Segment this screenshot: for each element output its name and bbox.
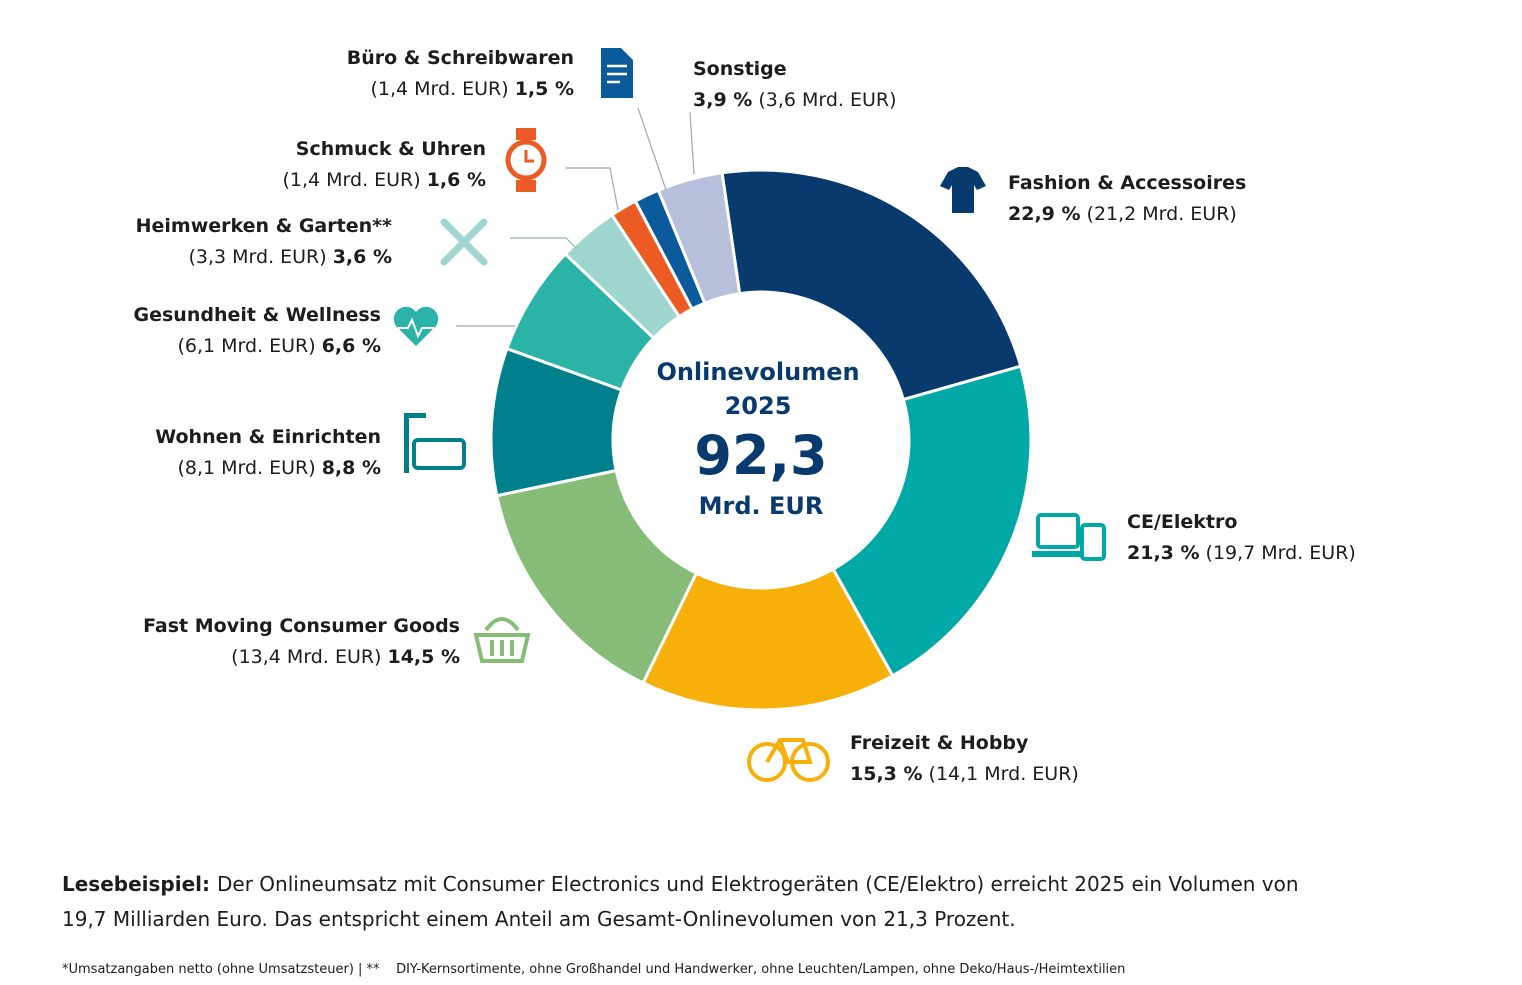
percent-label: 1,6 %: [427, 169, 486, 191]
volume-label: (13,4 Mrd. EUR): [231, 646, 381, 668]
volume-label: (21,2 Mrd. EUR): [1087, 203, 1237, 225]
category-label: Heimwerken & Garten**: [136, 215, 392, 237]
percent-label: 21,3 %: [1127, 542, 1200, 564]
value-label-line: (1,4 Mrd. EUR) 1,6 %: [282, 169, 486, 191]
icon-laptop: [1036, 513, 1080, 549]
percent-label: 15,3 %: [850, 763, 923, 785]
center-label: 2025: [725, 392, 792, 420]
percent-label: 3,9 %: [693, 89, 752, 111]
leader-line: [689, 111, 695, 175]
icon-heart-pulse: [398, 317, 434, 339]
donut: [489, 168, 1033, 712]
category-label: Büro & Schreibwaren: [347, 47, 574, 69]
percent-label: 8,8 %: [322, 457, 381, 479]
icon-sofa: [404, 413, 466, 473]
percent-label: 22,9 %: [1008, 203, 1081, 225]
icon-watch-band: [516, 180, 536, 192]
value-label-line: 21,3 % (19,7 Mrd. EUR): [1127, 542, 1356, 564]
center-unit: Mrd. EUR: [699, 492, 824, 520]
category-label: Sonstige: [693, 58, 787, 80]
category-label: CE/Elektro: [1127, 511, 1237, 533]
icon-shirt: [940, 167, 986, 213]
value-label-line: 15,3 % (14,1 Mrd. EUR): [850, 763, 1079, 785]
category-label: Fashion & Accessoires: [1008, 172, 1246, 194]
volume-label: (8,1 Mrd. EUR): [177, 457, 315, 479]
reading-example: Lesebeispiel: Der Onlineumsatz mit Consum…: [62, 872, 1299, 896]
icon-tablet: [1080, 523, 1106, 561]
icon-watch-band: [516, 128, 536, 140]
volume-label: (19,7 Mrd. EUR): [1206, 542, 1356, 564]
icon-tools: [440, 218, 488, 266]
icon-bike: [747, 738, 830, 782]
icons: [393, 48, 1106, 782]
icon-watch-hands: [524, 150, 534, 163]
value-label-line: 22,9 % (21,2 Mrd. EUR): [1008, 203, 1237, 225]
value-label-line: (3,3 Mrd. EUR) 3,6 %: [188, 246, 392, 268]
reading-example-text: 19,7 Milliarden Euro. Das entspricht ein…: [62, 907, 1016, 931]
leader-lines: [456, 107, 695, 327]
percent-label: 6,6 %: [322, 335, 381, 357]
icon-heart: [393, 306, 439, 346]
percent-label: 1,5 %: [515, 78, 574, 100]
volume-label: (14,1 Mrd. EUR): [929, 763, 1079, 785]
volume-label: (1,4 Mrd. EUR): [282, 169, 420, 191]
reading-example-lead: Lesebeispiel:: [62, 872, 210, 896]
slice: [831, 364, 1033, 678]
category-label: Wohnen & Einrichten: [155, 426, 381, 448]
leader-line: [566, 167, 619, 211]
volume-label: (6,1 Mrd. EUR): [177, 335, 315, 357]
volume-label: (3,6 Mrd. EUR): [758, 89, 896, 111]
center-label: Onlinevolumen: [656, 358, 859, 386]
value-label-line: (6,1 Mrd. EUR) 6,6 %: [177, 335, 381, 357]
category-label: Gesundheit & Wellness: [134, 304, 381, 326]
value-label-line: (8,1 Mrd. EUR) 8,8 %: [177, 457, 381, 479]
reading-example-text: Der Onlineumsatz mit Consumer Electronic…: [217, 872, 1299, 896]
leader-line: [637, 107, 667, 191]
slice: [720, 168, 1023, 402]
leader-line: [510, 237, 576, 248]
slice: [656, 171, 742, 306]
category-label: Schmuck & Uhren: [296, 138, 486, 160]
value-label-line: 3,9 % (3,6 Mrd. EUR): [693, 89, 897, 111]
icon-basket: [473, 617, 531, 663]
icon-laptop-base: [1032, 551, 1084, 557]
percent-label: 14,5 %: [387, 646, 460, 668]
percent-label: 3,6 %: [333, 246, 392, 268]
volume-label: (1,4 Mrd. EUR): [370, 78, 508, 100]
footnote: *Umsatzangaben netto (ohne Umsatzsteuer)…: [62, 962, 1125, 977]
value-label-line: (13,4 Mrd. EUR) 14,5 %: [231, 646, 460, 668]
center-total: 92,3: [694, 424, 827, 487]
category-label: Freizeit & Hobby: [850, 732, 1029, 754]
icon-document-lines: [607, 64, 627, 84]
icon-watch: [505, 139, 547, 181]
value-label-line: (1,4 Mrd. EUR) 1,5 %: [370, 78, 574, 100]
category-label: Fast Moving Consumer Goods: [143, 615, 460, 637]
volume-label: (3,3 Mrd. EUR): [188, 246, 326, 268]
